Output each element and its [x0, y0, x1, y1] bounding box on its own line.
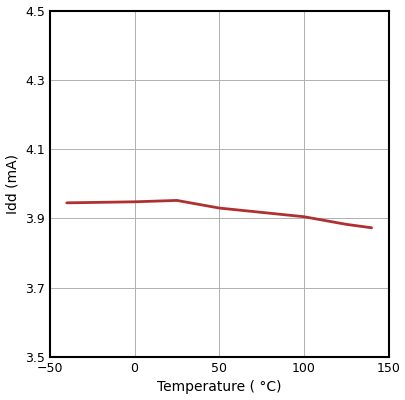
Y-axis label: Idd (mA): Idd (mA): [6, 154, 19, 214]
X-axis label: Temperature ( °C): Temperature ( °C): [157, 380, 281, 394]
